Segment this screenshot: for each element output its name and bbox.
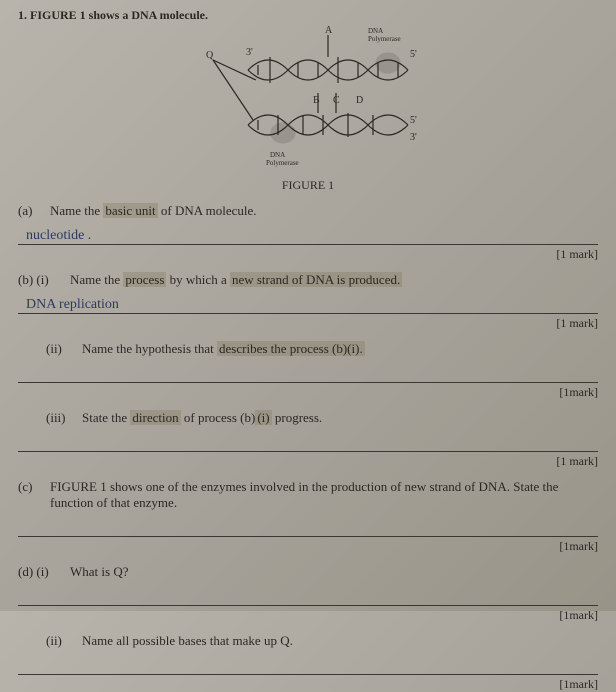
- question-biii: (iii) State the direction of process (b)…: [18, 410, 598, 426]
- answer-line-dii: [18, 655, 598, 675]
- text-bii: Name the hypothesis that describes the p…: [82, 341, 365, 357]
- note-bot: DNA: [270, 151, 285, 159]
- label-Q: Q: [206, 50, 214, 61]
- text-dii: Name all possible bases that make up Q.: [82, 633, 293, 649]
- answer-line-a: nucleotide .: [18, 225, 598, 245]
- label-B: B: [313, 95, 320, 106]
- text-bi: Name the process by which a new strand o…: [70, 272, 402, 288]
- question-bii: (ii) Name the hypothesis that describes …: [18, 341, 598, 357]
- label-biii: (iii): [46, 410, 76, 426]
- mark-biii: [1 mark]: [18, 454, 598, 469]
- dna-diagram: Q A B C D 5' 5' 3' 3' DNA Polymerase DNA…: [158, 25, 458, 175]
- note-top: DNA: [368, 27, 383, 35]
- question-header: 1. FIGURE 1 shows a DNA molecule.: [18, 8, 598, 23]
- note-bot2: Polymerase: [266, 159, 299, 167]
- question-c: (c) FIGURE 1 shows one of the enzymes in…: [18, 479, 598, 511]
- answer-line-di: [18, 586, 598, 606]
- label-A: A: [325, 25, 333, 36]
- text-di: What is Q?: [70, 564, 128, 580]
- label-a: (a): [18, 203, 44, 219]
- label-bi: (b) (i): [18, 272, 64, 288]
- prime-5b: 5': [410, 115, 417, 126]
- label-C: C: [333, 95, 340, 106]
- text-c: FIGURE 1 shows one of the enzymes involv…: [50, 479, 598, 511]
- prime-3a: 3': [410, 132, 417, 143]
- answer-a: nucleotide .: [26, 228, 91, 244]
- label-c: (c): [18, 479, 44, 495]
- answer-line-bii: [18, 363, 598, 383]
- label-dii: (ii): [46, 633, 76, 649]
- text-biii: State the direction of process (b)(i) pr…: [82, 410, 322, 426]
- mark-bi: [1 mark]: [18, 316, 598, 331]
- question-di: (d) (i) What is Q?: [18, 564, 598, 580]
- answer-line-biii: [18, 432, 598, 452]
- label-bii: (ii): [46, 341, 76, 357]
- answer-line-bi: DNA replication: [18, 294, 598, 314]
- note-top2: Polymerase: [368, 35, 401, 43]
- question-a: (a) Name the basic unit of DNA molecule.: [18, 203, 598, 219]
- mark-dii: [1mark]: [18, 677, 598, 692]
- prime-5a: 5': [410, 49, 417, 60]
- prime-3b: 3': [246, 47, 253, 58]
- answer-line-c: [18, 517, 598, 537]
- answer-bi: DNA replication: [26, 297, 119, 313]
- label-D: D: [356, 95, 363, 106]
- label-di: (d) (i): [18, 564, 64, 580]
- question-bi: (b) (i) Name the process by which a new …: [18, 272, 598, 288]
- question-dii: (ii) Name all possible bases that make u…: [18, 633, 598, 649]
- figure-caption: FIGURE 1: [18, 178, 598, 193]
- figure-1: Q A B C D 5' 5' 3' 3' DNA Polymerase DNA…: [18, 25, 598, 193]
- mark-di: [1mark]: [18, 608, 598, 623]
- mark-c: [1mark]: [18, 539, 598, 554]
- text-a: Name the basic unit of DNA molecule.: [50, 203, 257, 219]
- mark-a: [1 mark]: [18, 247, 598, 262]
- mark-bii: [1mark]: [18, 385, 598, 400]
